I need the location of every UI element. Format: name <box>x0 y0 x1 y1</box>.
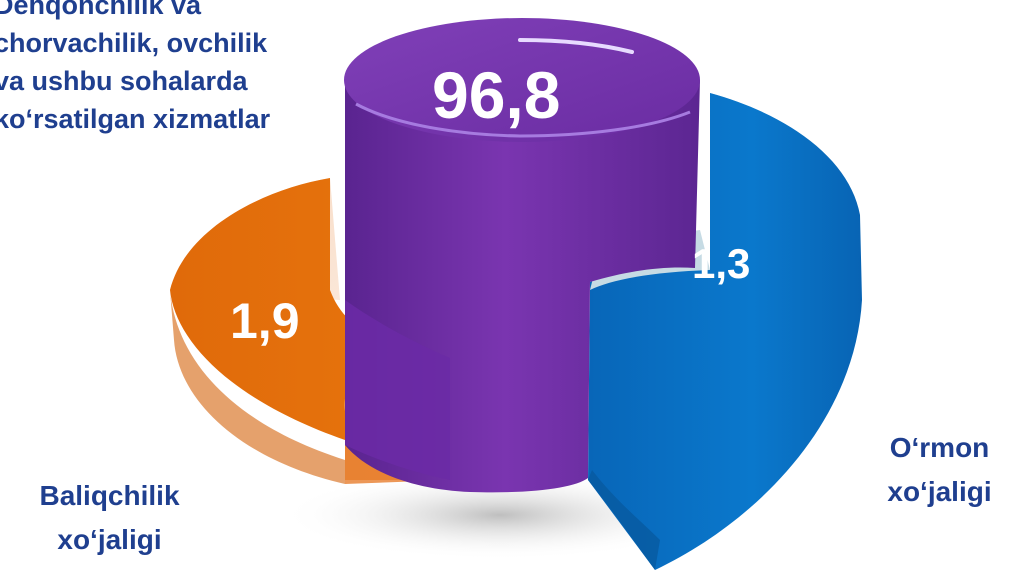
slice-ormon-bottom-edge <box>588 470 660 570</box>
label-dehqonchilik-line-2: chorvachilik, ovchilik <box>0 28 268 58</box>
label-dehqonchilik-line-1: Dehqonchilik va <box>0 0 202 20</box>
label-dehqonchilik-line-4: ko‘rsatilgan xizmatlar <box>0 104 271 134</box>
slice-dehqonchilik-rim <box>355 102 691 138</box>
label-dehqonchilik-line-3: va ushbu sohalarda <box>0 66 248 96</box>
slice-dehqonchilik-gloss <box>518 38 634 54</box>
value-label-baliqchilik: 1,9 <box>230 293 300 349</box>
label-ormon: O‘rmon xo‘jaligi <box>852 426 1024 514</box>
slice-dehqonchilik-notch <box>345 300 450 480</box>
label-baliqchilik-line-2: xo‘jaligi <box>57 524 162 555</box>
value-label-dehqonchilik: 96,8 <box>432 58 560 132</box>
label-ormon-line-2: xo‘jaligi <box>887 476 992 507</box>
label-dehqonchilik: Dehqonchilik va chorvachilik, ovchilik v… <box>0 0 270 138</box>
label-ormon-line-1: O‘rmon <box>889 432 990 463</box>
slice-ormon-front <box>588 93 862 570</box>
slice-dehqonchilik <box>344 18 700 493</box>
value-label-ormon: 1,3 <box>692 240 750 287</box>
label-baliqchilik: Baliqchilik xo‘jaligi <box>2 474 217 562</box>
label-baliqchilik-line-1: Baliqchilik <box>39 480 180 511</box>
slice-baliqchilik-front-lower <box>170 290 345 484</box>
